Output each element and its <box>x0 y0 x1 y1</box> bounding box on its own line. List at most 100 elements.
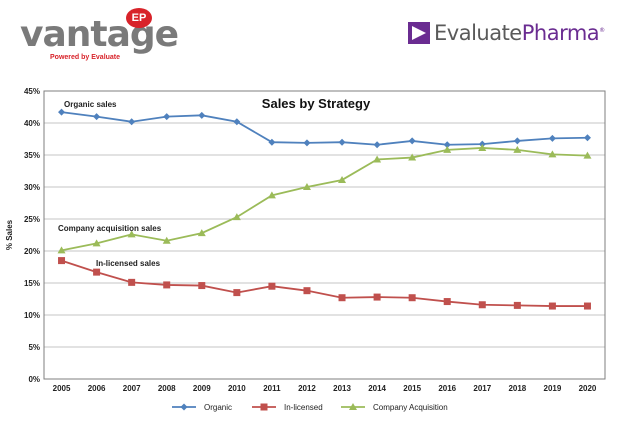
x-tick-label: 2013 <box>333 384 351 393</box>
evaluatepharma-logo: EvaluatePharma® <box>408 18 608 48</box>
data-point-organic <box>443 141 451 149</box>
data-point-company-acquisition <box>92 239 101 247</box>
y-tick-label: 35% <box>24 151 40 160</box>
legend-label-in-licensed: In-licensed <box>284 403 323 412</box>
data-point-organic <box>408 137 416 145</box>
data-point-in-licensed <box>58 257 66 265</box>
data-point-organic <box>583 134 591 142</box>
data-point-company-acquisition <box>162 236 171 244</box>
data-point-organic <box>268 138 276 146</box>
x-tick-label: 2007 <box>123 384 141 393</box>
series-organic <box>58 108 591 149</box>
data-point-company-acquisition <box>513 145 522 153</box>
x-tick-labels: 2005 2006 2007 2008 2009 2010 2011 2012 2013 2014… <box>53 384 597 393</box>
data-point-company-acquisition <box>548 150 557 158</box>
data-point-company-acquisition <box>408 153 417 161</box>
chart-grid <box>44 122 605 348</box>
data-point-in-licensed <box>163 281 171 289</box>
y-tick-label: 20% <box>24 247 40 256</box>
vantage-logo-word: vantage <box>20 14 179 55</box>
data-point-in-licensed <box>443 298 451 306</box>
x-tick-label: 2015 <box>403 384 421 393</box>
series-line-organic <box>61 111 588 146</box>
y-tick-label: 45% <box>24 87 40 96</box>
data-point-organic <box>513 137 521 145</box>
data-point-organic <box>373 141 381 149</box>
legend-marker-in-licensed <box>260 403 268 411</box>
x-tick-label: 2011 <box>263 384 281 393</box>
chart-title: Sales by Strategy <box>262 96 371 111</box>
x-tick-label: 2009 <box>193 384 211 393</box>
data-point-company-acquisition <box>338 175 347 183</box>
data-point-organic <box>548 134 556 142</box>
series-company-acquisition <box>57 143 592 254</box>
annotation-in-licensed-sales: In-licensed sales <box>96 259 161 268</box>
data-point-company-acquisition <box>232 213 241 221</box>
x-tick-label: 2010 <box>228 384 246 393</box>
data-point-in-licensed <box>128 278 136 286</box>
data-point-in-licensed <box>548 302 556 310</box>
x-tick-label: 2018 <box>508 384 526 393</box>
y-tick-label: 30% <box>24 183 40 192</box>
x-tick-label: 2016 <box>438 384 456 393</box>
y-tick-label: 5% <box>28 343 40 352</box>
data-point-company-acquisition <box>373 155 382 163</box>
x-tick-label: 2020 <box>579 384 597 393</box>
data-point-organic <box>198 111 206 119</box>
chart-series <box>57 108 592 310</box>
evaluate-word-a: Evaluate <box>434 21 522 45</box>
chart-legend: Organic In-licensed Company Acquisition <box>172 403 448 412</box>
x-tick-label: 2005 <box>53 384 71 393</box>
data-point-organic <box>338 138 346 146</box>
y-tick-label: 0% <box>28 375 40 384</box>
annotation-organic-sales: Organic sales <box>64 100 117 109</box>
y-tick-label: 15% <box>24 279 40 288</box>
x-tick-label: 2014 <box>368 384 386 393</box>
y-tick-label: 10% <box>24 311 40 320</box>
data-point-company-acquisition <box>57 246 66 254</box>
y-tick-label: 40% <box>24 119 40 128</box>
data-point-company-acquisition <box>443 145 452 153</box>
data-point-organic <box>303 139 311 147</box>
data-point-in-licensed <box>268 282 276 290</box>
x-tick-label: 2019 <box>544 384 562 393</box>
legend-label-company-acquisition: Company Acquisition <box>373 403 448 412</box>
data-point-organic <box>93 113 101 121</box>
series-line-company-acquisition <box>61 147 588 252</box>
y-axis-label: % Sales <box>5 219 14 250</box>
data-point-organic <box>163 113 171 121</box>
data-point-company-acquisition <box>583 151 592 159</box>
ep-badge-icon: EP <box>126 8 152 28</box>
x-tick-label: 2017 <box>473 384 491 393</box>
vantage-logo: vantage EP Powered by Evaluate <box>20 6 179 66</box>
data-point-company-acquisition <box>478 143 487 151</box>
evaluate-word-b: Pharma <box>521 21 600 45</box>
legend-marker-organic <box>180 403 188 411</box>
data-point-organic <box>128 118 136 126</box>
data-point-in-licensed <box>513 301 521 309</box>
x-tick-label: 2008 <box>158 384 176 393</box>
annotation-company-acquisition-sales: Company acquisition sales <box>58 224 162 233</box>
vantage-tagline: Powered by Evaluate <box>50 54 121 61</box>
data-point-in-licensed <box>338 294 346 302</box>
data-point-in-licensed <box>93 268 101 276</box>
evaluate-mark-icon <box>408 22 430 44</box>
legend-marker-company-acquisition <box>349 403 357 410</box>
evaluatepharma-word: EvaluatePharma® <box>434 21 605 45</box>
data-point-in-licensed <box>303 287 311 295</box>
x-tick-label: 2006 <box>88 384 106 393</box>
data-point-organic <box>58 108 66 116</box>
x-tick-label: 2012 <box>298 384 316 393</box>
data-point-organic <box>233 118 241 126</box>
y-tick-label: 25% <box>24 215 40 224</box>
y-tick-labels: 0% 5% 10% 15% 20% 25% 30% 35% 40% 45% <box>24 87 40 384</box>
data-point-company-acquisition <box>197 229 206 237</box>
data-point-in-licensed <box>373 293 381 301</box>
legend-label-organic: Organic <box>204 403 232 412</box>
data-point-in-licensed <box>233 289 241 297</box>
plot-area <box>43 90 606 380</box>
series-in-licensed <box>58 257 591 310</box>
data-point-in-licensed <box>198 282 206 290</box>
registered-mark: ® <box>599 27 605 34</box>
